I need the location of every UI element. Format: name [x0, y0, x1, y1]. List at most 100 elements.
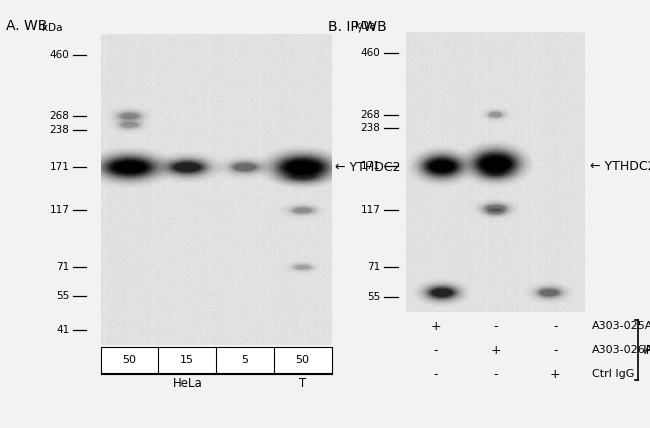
Ellipse shape	[486, 205, 505, 211]
Ellipse shape	[488, 112, 503, 118]
Text: 50: 50	[296, 355, 309, 365]
Ellipse shape	[117, 111, 142, 121]
Text: 171: 171	[360, 161, 380, 171]
Text: -: -	[434, 368, 438, 380]
Text: 5: 5	[241, 355, 248, 365]
Ellipse shape	[487, 169, 504, 176]
Text: A303-025A: A303-025A	[592, 321, 650, 331]
Ellipse shape	[174, 163, 201, 172]
Ellipse shape	[482, 157, 510, 170]
Ellipse shape	[484, 168, 508, 178]
Ellipse shape	[485, 208, 506, 216]
Ellipse shape	[283, 170, 322, 182]
Ellipse shape	[266, 151, 339, 184]
Text: ← YTHDC2: ← YTHDC2	[335, 160, 400, 174]
Text: 268: 268	[49, 111, 70, 121]
Ellipse shape	[290, 206, 315, 215]
Ellipse shape	[283, 159, 322, 175]
Ellipse shape	[294, 264, 311, 270]
Text: IP: IP	[643, 344, 650, 357]
Text: A303-026A: A303-026A	[592, 345, 650, 355]
Text: -: -	[493, 368, 498, 380]
Ellipse shape	[229, 161, 261, 173]
Ellipse shape	[90, 150, 169, 184]
Ellipse shape	[538, 288, 560, 297]
Ellipse shape	[119, 112, 140, 120]
Ellipse shape	[100, 155, 159, 180]
Ellipse shape	[484, 204, 507, 212]
Text: 117: 117	[360, 205, 380, 215]
Text: 50: 50	[123, 355, 136, 365]
Text: kDa: kDa	[355, 21, 376, 31]
Ellipse shape	[113, 161, 146, 173]
Ellipse shape	[424, 157, 460, 175]
Text: +: +	[550, 368, 560, 380]
Ellipse shape	[489, 112, 502, 117]
Ellipse shape	[536, 287, 562, 298]
Text: +: +	[490, 344, 501, 357]
Ellipse shape	[534, 286, 564, 299]
Text: HeLa: HeLa	[172, 377, 202, 389]
Ellipse shape	[485, 169, 506, 177]
Text: 55: 55	[57, 291, 70, 301]
Text: 15: 15	[180, 355, 194, 365]
Ellipse shape	[276, 156, 329, 178]
Ellipse shape	[425, 285, 459, 300]
Text: 238: 238	[49, 125, 70, 134]
Ellipse shape	[415, 151, 469, 182]
Ellipse shape	[273, 154, 332, 180]
Ellipse shape	[419, 154, 465, 179]
Ellipse shape	[292, 207, 313, 214]
Ellipse shape	[286, 171, 319, 181]
Ellipse shape	[427, 286, 457, 299]
Text: ← YTHDC2: ← YTHDC2	[590, 160, 650, 173]
Ellipse shape	[120, 121, 140, 128]
Text: 171: 171	[49, 162, 70, 172]
Text: 460: 460	[361, 48, 380, 58]
Ellipse shape	[280, 158, 326, 177]
Text: A. WB: A. WB	[6, 19, 48, 33]
Ellipse shape	[121, 113, 138, 119]
Ellipse shape	[163, 158, 212, 177]
Ellipse shape	[171, 161, 203, 173]
Ellipse shape	[479, 155, 512, 172]
Ellipse shape	[107, 158, 153, 176]
Ellipse shape	[476, 153, 515, 174]
Ellipse shape	[227, 160, 263, 174]
Text: 268: 268	[360, 110, 380, 120]
Text: +: +	[431, 320, 441, 333]
Ellipse shape	[482, 167, 510, 178]
Ellipse shape	[288, 172, 317, 181]
Ellipse shape	[295, 265, 310, 270]
Ellipse shape	[540, 289, 558, 296]
Text: 41: 41	[57, 325, 70, 335]
Text: 460: 460	[50, 50, 70, 59]
Text: 55: 55	[367, 292, 380, 302]
Ellipse shape	[471, 149, 521, 178]
Ellipse shape	[270, 152, 335, 182]
Ellipse shape	[468, 148, 523, 180]
Ellipse shape	[94, 152, 166, 183]
Ellipse shape	[118, 121, 141, 129]
Ellipse shape	[281, 169, 324, 184]
Ellipse shape	[263, 149, 343, 185]
Ellipse shape	[417, 152, 467, 181]
Text: B. IP/WB: B. IP/WB	[328, 19, 387, 33]
Ellipse shape	[465, 146, 526, 181]
Ellipse shape	[103, 156, 156, 178]
Text: -: -	[493, 320, 498, 333]
Text: 71: 71	[367, 262, 380, 273]
Ellipse shape	[422, 156, 462, 177]
Ellipse shape	[482, 203, 509, 213]
Ellipse shape	[423, 284, 461, 302]
Ellipse shape	[122, 122, 138, 128]
Text: -: -	[553, 320, 558, 333]
Ellipse shape	[286, 161, 319, 173]
Ellipse shape	[412, 149, 472, 184]
Ellipse shape	[488, 209, 503, 214]
Ellipse shape	[432, 288, 452, 297]
Ellipse shape	[474, 152, 517, 176]
Text: -: -	[553, 344, 558, 357]
Text: -: -	[434, 344, 438, 357]
Text: 238: 238	[360, 123, 380, 134]
